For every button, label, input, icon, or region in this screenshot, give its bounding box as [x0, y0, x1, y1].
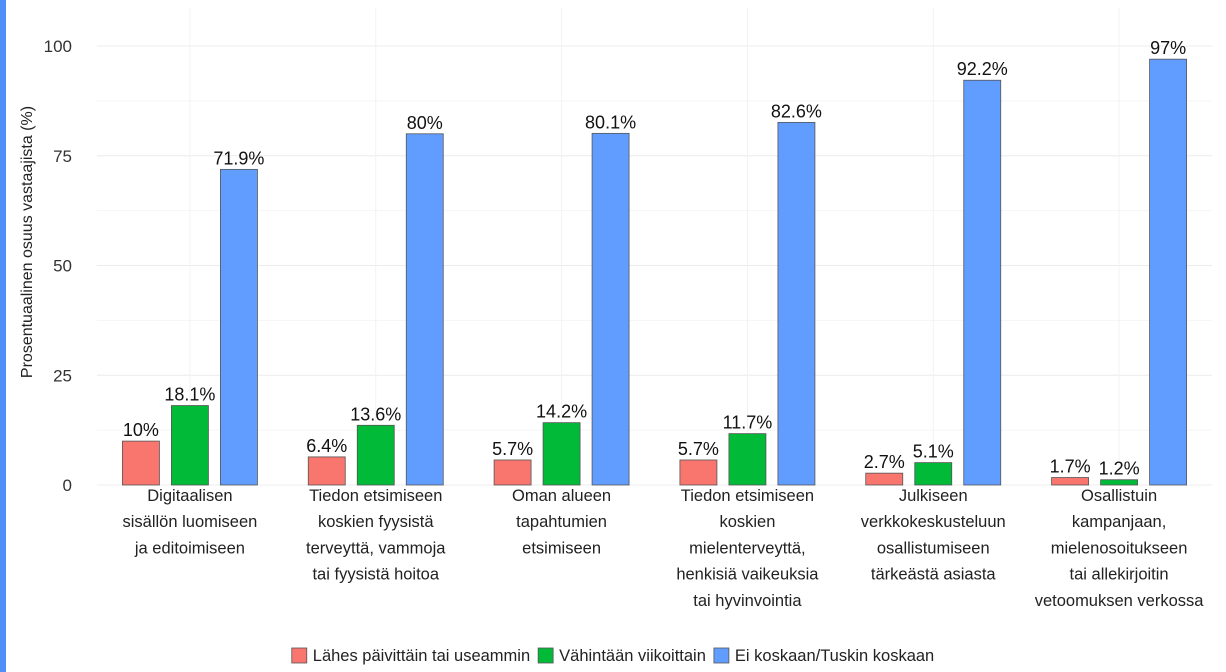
y-tick-label: 75	[53, 147, 72, 166]
category-label: Tiedon etsimiseen koskien fyysistä terveyt…	[306, 487, 446, 584]
category-label-line: koskien	[719, 513, 775, 531]
category-label-line: vetoomuksen verkossa	[1035, 592, 1205, 610]
category-label-line: mielenterveyttä,	[689, 539, 805, 557]
bar	[220, 168, 258, 486]
bar	[307, 456, 346, 486]
y-tick-label: 100	[44, 37, 72, 56]
category-label-line: etsimiseen	[522, 539, 601, 557]
legend: Lähes päivittäin tai useammin Vähintään v…	[291, 647, 934, 665]
category-label: Digitaalisen sisällön luomiseen ja editoim…	[123, 487, 258, 557]
data-label: 97%	[1150, 38, 1186, 58]
bar	[865, 472, 904, 486]
category-label-line: Osallistuin	[1081, 487, 1157, 505]
legend-swatch	[713, 647, 730, 664]
y-tick-label: 25	[53, 366, 72, 385]
bar	[122, 440, 160, 486]
category-label-line: Julkiseen	[899, 487, 968, 505]
category-label-line: tapahtumien	[516, 513, 607, 531]
legend-swatch	[291, 647, 308, 664]
data-label: 1.7%	[1050, 457, 1091, 477]
bar	[171, 405, 209, 486]
bar	[591, 132, 630, 486]
bar	[963, 79, 1002, 486]
category-label-line: tai allekirjoitin	[1070, 566, 1169, 584]
category-label-line: Oman alueen	[512, 487, 611, 505]
bar	[356, 424, 395, 486]
bar	[777, 121, 816, 486]
data-label: 18.1%	[164, 385, 215, 405]
data-label: 13.6%	[350, 404, 401, 424]
category-label-line: Tiedon etsimiseen	[309, 487, 442, 505]
bar	[493, 459, 532, 486]
bar	[1100, 479, 1138, 486]
category-label-line: kampanjaan,	[1072, 513, 1166, 531]
category-label: Tiedon etsimiseen koskien mielenterveyttä,…	[676, 487, 819, 610]
y-axis-title: Prosentuaalinen osuus vastaajista (%)	[19, 106, 36, 378]
legend-label: Ei koskaan/Tuskin koskaan	[735, 647, 934, 665]
category-label: Oman alueen tapahtumien etsimiseen	[512, 487, 611, 557]
bar	[405, 133, 444, 486]
bar	[1051, 477, 1089, 486]
data-label: 5.7%	[678, 439, 719, 459]
bars	[122, 58, 1187, 486]
data-label: 92.2%	[957, 59, 1008, 79]
category-label-line: Tiedon etsimiseen	[681, 487, 814, 505]
data-label: 11.7%	[723, 413, 773, 433]
bar	[914, 462, 953, 486]
left-accent-bar	[0, 0, 6, 672]
category-label-line: sisällön luomiseen	[123, 513, 258, 531]
bar	[1149, 58, 1187, 486]
bar	[728, 433, 767, 486]
category-label-line: tai fyysistä hoitoa	[312, 566, 439, 584]
category-label-line: koskien fyysistä	[318, 513, 434, 531]
category-label-line: henkisiä vaikeuksia	[676, 566, 819, 584]
data-labels: 10% 6.4% 5.7% 5.7% 2.7% 1.7% 18.1% 13.6% 14.2% 11…	[123, 38, 1186, 479]
legend-label: Vähintään viikoittain	[559, 647, 706, 665]
data-label: 5.1%	[913, 442, 954, 462]
data-label: 82.6%	[771, 101, 822, 121]
category-label-line: osallistumiseen	[877, 539, 990, 557]
y-axis-ticks: 0 25 50 75 100	[44, 37, 72, 495]
data-label: 10%	[123, 420, 159, 440]
data-label: 80.1%	[585, 112, 636, 132]
category-labels: Digitaalisen sisällön luomiseen ja editoim…	[123, 487, 1205, 610]
category-label-line: verkkokeskusteluun	[861, 513, 1006, 531]
legend-swatch	[537, 647, 554, 664]
legend-label: Lähes päivittäin tai useammin	[313, 647, 530, 665]
category-label: Osallistuin kampanjaan, mielenosoitukseen t…	[1035, 487, 1205, 610]
category-label-line: Digitaalisen	[147, 487, 232, 505]
y-tick-label: 0	[63, 476, 72, 495]
y-tick-label: 50	[53, 257, 72, 276]
grid-lines	[97, 8, 1212, 486]
data-label: 6.4%	[306, 436, 347, 456]
data-label: 71.9%	[213, 148, 264, 168]
data-label: 80%	[407, 113, 443, 133]
category-label: Julkiseen verkkokeskusteluun osallistumise…	[861, 487, 1006, 584]
data-label: 1.2%	[1099, 459, 1140, 479]
data-label: 2.7%	[864, 452, 905, 472]
category-label-line: ja editoimiseen	[134, 539, 245, 557]
bar	[542, 422, 581, 486]
category-label-line: mielenosoitukseen	[1051, 539, 1188, 557]
category-label-line: tai hyvinvointia	[693, 592, 802, 610]
bar	[679, 459, 718, 486]
category-label-line: tärkeästä asiasta	[871, 566, 997, 584]
data-label: 5.7%	[492, 439, 533, 459]
data-label: 14.2%	[536, 402, 587, 422]
category-label-line: terveyttä, vammoja	[306, 539, 446, 557]
